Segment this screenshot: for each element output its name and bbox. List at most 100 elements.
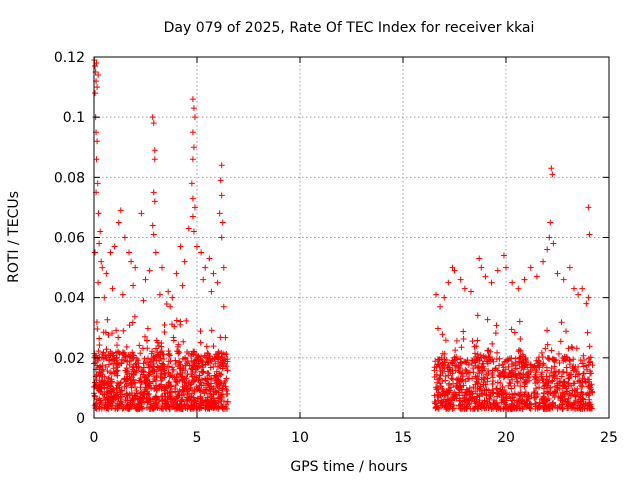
data-point — [552, 402, 559, 409]
data-point — [584, 329, 591, 336]
data-point — [489, 380, 496, 387]
data-point — [92, 63, 99, 70]
data-point — [144, 325, 151, 332]
data-point — [493, 401, 500, 408]
data-point — [537, 403, 544, 410]
data-point — [478, 354, 485, 361]
data-point — [107, 393, 114, 400]
data-point — [455, 368, 462, 375]
data-point — [494, 267, 501, 274]
x-tick-label: 10 — [291, 430, 309, 446]
data-point — [215, 356, 222, 363]
data-point — [151, 147, 158, 154]
y-tick-label: 0.02 — [54, 351, 85, 367]
data-point — [110, 389, 117, 396]
data-point — [98, 405, 105, 412]
data-point — [167, 358, 174, 365]
data-point — [516, 346, 523, 353]
data-point — [124, 371, 131, 378]
data-point — [573, 368, 580, 375]
data-point — [484, 347, 491, 354]
data-point — [549, 171, 556, 178]
data-point — [432, 398, 439, 405]
data-point — [494, 367, 501, 374]
data-point — [143, 337, 150, 344]
data-point — [202, 375, 209, 382]
data-point — [445, 389, 452, 396]
data-point — [207, 390, 214, 397]
data-point — [434, 379, 441, 386]
data-point — [586, 378, 593, 385]
data-point — [579, 375, 586, 382]
data-point — [577, 357, 584, 364]
data-point — [551, 368, 558, 375]
data-point — [179, 396, 186, 403]
data-point — [541, 389, 548, 396]
data-point — [494, 385, 501, 392]
data-point — [199, 368, 206, 375]
data-point — [432, 291, 439, 298]
data-point — [585, 361, 592, 368]
data-point — [191, 204, 198, 211]
data-point — [101, 391, 108, 398]
data-point — [180, 391, 187, 398]
data-point — [450, 380, 457, 387]
data-point — [479, 391, 486, 398]
data-point — [96, 341, 103, 348]
data-point — [213, 368, 220, 375]
data-point — [204, 349, 211, 356]
data-point — [524, 375, 531, 382]
data-point — [121, 349, 128, 356]
data-point — [572, 373, 579, 380]
data-point — [579, 285, 586, 292]
data-point — [460, 382, 467, 389]
data-point — [522, 354, 529, 361]
data-point — [143, 374, 150, 381]
data-point — [203, 404, 210, 411]
data-point — [151, 156, 158, 163]
data-point — [210, 270, 217, 277]
data-point — [98, 258, 105, 265]
data-point — [130, 396, 137, 403]
data-point — [580, 352, 587, 359]
data-point — [149, 114, 156, 121]
data-point — [574, 405, 581, 412]
data-point — [215, 399, 222, 406]
data-point — [544, 327, 551, 334]
data-point — [463, 392, 470, 399]
data-point — [114, 364, 121, 371]
data-point — [127, 401, 134, 408]
data-point — [214, 279, 221, 286]
data-point — [520, 371, 527, 378]
data-point — [210, 391, 217, 398]
data-point — [188, 180, 195, 187]
data-point — [161, 329, 168, 336]
data-point — [203, 343, 210, 350]
data-point — [107, 249, 114, 256]
data-point — [190, 105, 197, 112]
data-point — [127, 376, 134, 383]
data-point — [218, 192, 225, 199]
data-point — [583, 366, 590, 373]
data-point — [223, 405, 230, 412]
data-point — [193, 356, 200, 363]
data-point — [152, 396, 159, 403]
data-point — [151, 198, 158, 205]
data-point — [560, 368, 567, 375]
data-point — [453, 382, 460, 389]
data-point — [99, 373, 106, 380]
data-point — [586, 231, 593, 238]
data-point — [526, 377, 533, 384]
data-point — [211, 372, 218, 379]
data-point — [131, 392, 138, 399]
data-point — [457, 276, 464, 283]
data-point — [216, 210, 223, 217]
data-point — [484, 378, 491, 385]
data-point — [155, 396, 162, 403]
data-point — [496, 362, 503, 369]
data-point — [105, 331, 112, 338]
data-point — [190, 363, 197, 370]
data-point — [489, 367, 496, 374]
data-point — [95, 72, 102, 79]
data-point — [497, 379, 504, 386]
